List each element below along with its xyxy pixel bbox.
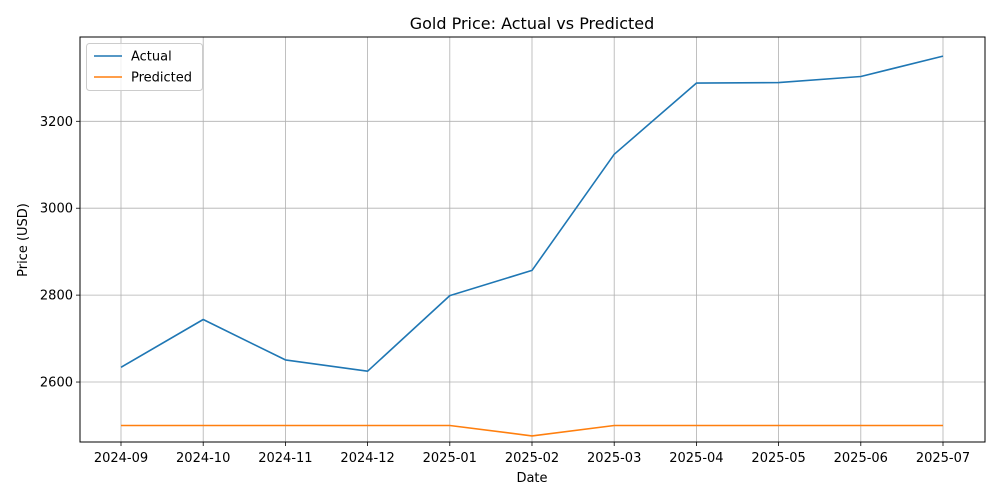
x-tick-label: 2025-05 [751,451,805,466]
chart-title: Gold Price: Actual vs Predicted [410,14,655,33]
y-tick-label: 3000 [40,202,73,217]
series-line-actual [120,55,944,373]
x-tick-label: 2024-09 [94,451,148,466]
x-tick-label: 2024-12 [340,451,394,466]
x-tick-label: 2025-03 [587,451,641,466]
x-tick-label: 2024-11 [258,451,312,466]
plot-frame [79,36,986,443]
x-axis-label: Date [516,471,547,486]
legend-label-predicted: Predicted [131,71,192,86]
y-tick-label: 2600 [40,376,73,391]
x-tick-label: 2025-07 [916,451,970,466]
x-tick-label: 2024-10 [176,451,230,466]
x-tick-label: 2025-01 [423,451,477,466]
grid [80,37,985,442]
x-axis: 2024-09 2024-10 2024-11 2024-12 2025-01 2025-… [94,442,970,466]
x-tick-label: 2025-02 [505,451,559,466]
y-tick-label: 2800 [40,289,73,304]
x-tick-label: 2025-04 [669,451,723,466]
legend: Actual Predicted [86,43,203,91]
legend-label-actual: Actual [131,50,172,65]
y-tick-label: 3200 [40,115,73,130]
y-axis-label: Price (USD) [16,203,31,277]
series-line-predicted [121,424,943,437]
x-tick-label: 2025-06 [834,451,888,466]
y-axis: 2600 2800 3000 3200 [40,115,80,391]
series-lines [120,55,944,437]
